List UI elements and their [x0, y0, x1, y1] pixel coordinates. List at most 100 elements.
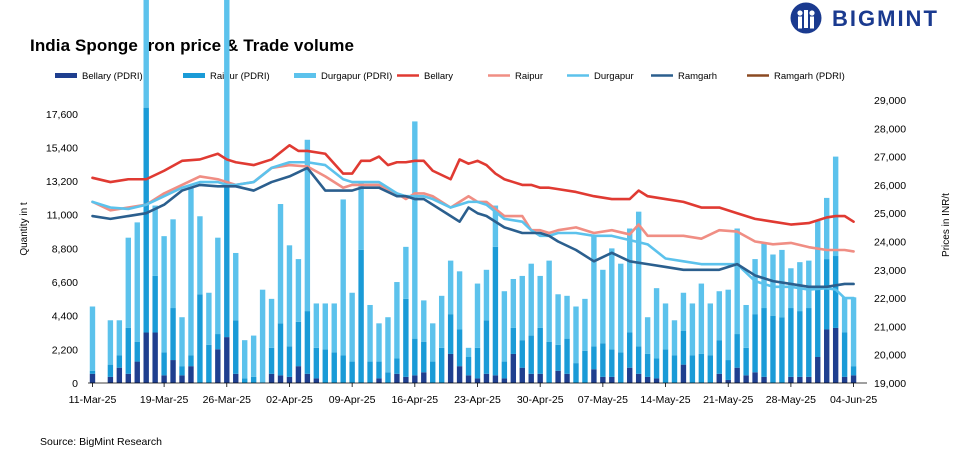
bar-raipur-pdri — [268, 347, 275, 374]
bars-layer — [89, 0, 857, 383]
bar-durgapur-pdri — [331, 303, 337, 353]
bar-durgapur-pdri — [152, 205, 158, 276]
legend-label-raipur: Raipur — [515, 71, 543, 82]
bar-durgapur-pdri — [832, 156, 839, 257]
bar-durgapur-pdri — [555, 294, 561, 345]
bar-bellary-pdri — [600, 376, 606, 383]
bar-raipur-pdri — [188, 355, 194, 367]
bar-durgapur-pdri — [609, 248, 615, 350]
bar-raipur-pdri — [242, 378, 248, 383]
bar-bellary-pdri — [627, 367, 633, 383]
bar-raipur-pdri — [412, 338, 418, 376]
bar-durgapur-pdri — [618, 263, 624, 353]
bar-durgapur-pdri — [474, 283, 481, 348]
y-left-tick-label: 13,200 — [46, 176, 78, 188]
bar-raipur-pdri — [152, 275, 158, 333]
x-tick-label: 11-Mar-25 — [69, 394, 117, 406]
legend-swatch-bellary-pdri — [55, 73, 77, 78]
bar-raipur-pdri — [528, 335, 534, 374]
bar-durgapur-pdri — [403, 246, 409, 299]
bar-raipur-pdri — [546, 341, 552, 383]
bar-bellary-pdri — [680, 364, 687, 383]
bar-durgapur-pdri — [824, 197, 830, 260]
bar-bellary-pdri — [412, 375, 418, 383]
x-tick-label: 14-May-25 — [640, 394, 690, 406]
bar-bellary-pdri — [591, 369, 597, 383]
bar-raipur-pdri — [447, 314, 454, 354]
bar-durgapur-pdri — [215, 237, 221, 335]
bar-raipur-pdri — [752, 314, 758, 373]
bar-raipur-pdri — [707, 355, 713, 383]
bar-bellary-pdri — [644, 376, 651, 383]
bar-bellary-pdri — [456, 366, 463, 383]
x-tick-label: 30-Apr-25 — [517, 394, 564, 406]
bar-durgapur-pdri — [358, 182, 364, 250]
y-right-tick-label: 21,000 — [874, 321, 906, 333]
bar-durgapur-pdri — [107, 320, 114, 365]
y-left-tick-label: 6,600 — [52, 277, 78, 289]
bar-bellary-pdri — [850, 375, 857, 383]
bar-durgapur-pdri — [725, 289, 731, 361]
bar-bellary-pdri — [313, 378, 320, 383]
legend-swatch-durgapur-pdri — [294, 73, 316, 78]
bar-bellary-pdri — [394, 373, 400, 383]
y-left-tick-label: 0 — [72, 378, 78, 390]
bar-bellary-pdri — [465, 375, 472, 383]
x-tick-label: 19-Mar-25 — [140, 394, 189, 406]
bar-bellary-pdri — [510, 353, 517, 383]
bar-raipur-pdri — [367, 361, 373, 383]
bar-durgapur-pdri — [224, 0, 230, 182]
bar-raipur-pdri — [537, 327, 543, 374]
bar-raipur-pdri — [376, 361, 382, 379]
bar-bellary-pdri — [179, 375, 185, 383]
bar-bellary-pdri — [474, 378, 481, 383]
bar-raipur-pdri — [564, 338, 570, 374]
line-bellary — [91, 143, 855, 226]
bar-durgapur-pdri — [170, 219, 176, 309]
bar-raipur-pdri — [832, 256, 839, 328]
x-tick-label: 04-Jun-25 — [830, 394, 877, 406]
bar-raipur-pdri — [689, 355, 696, 383]
bar-durgapur-pdri — [707, 303, 713, 356]
bar-durgapur-pdri — [322, 303, 328, 350]
bar-bellary-pdri — [492, 375, 499, 383]
bar-raipur-pdri — [627, 332, 633, 368]
legend-label-bellary: Bellary — [424, 71, 453, 82]
bar-durgapur-pdri — [627, 228, 633, 333]
bar-durgapur-pdri — [304, 139, 311, 312]
bar-durgapur-pdri — [376, 323, 382, 362]
bar-bellary-pdri — [832, 327, 839, 383]
bar-raipur-pdri — [116, 355, 123, 368]
bar-raipur-pdri — [340, 355, 346, 383]
bar-durgapur-pdri — [367, 304, 373, 362]
bar-bellary-pdri — [537, 373, 543, 383]
bar-durgapur-pdri — [635, 211, 642, 347]
bar-durgapur-pdri — [438, 295, 445, 348]
bar-raipur-pdri — [635, 346, 642, 374]
bar-bellary-pdri — [421, 372, 427, 383]
lines-layer — [91, 143, 855, 300]
bar-bellary-pdri — [161, 375, 167, 383]
bar-durgapur-pdri — [591, 234, 597, 347]
bar-raipur-pdri — [618, 352, 624, 383]
bar-durgapur-pdri — [716, 291, 722, 341]
bar-bellary-pdri — [376, 378, 382, 383]
y-left-tick-label: 2,200 — [52, 344, 78, 356]
y-left-tick-label: 17,600 — [46, 109, 78, 121]
bar-raipur-pdri — [197, 294, 203, 383]
bar-durgapur-pdri — [806, 260, 812, 309]
bar-bellary-pdri — [653, 378, 660, 383]
bar-bellary-pdri — [743, 375, 749, 383]
bar-bellary-pdri — [107, 376, 114, 383]
bar-bellary-pdri — [761, 376, 767, 383]
legend-swatch-raipur-pdri — [183, 73, 205, 78]
bar-bellary-pdri — [815, 356, 821, 383]
y-left-tick-label: 8,800 — [52, 243, 78, 255]
bar-raipur-pdri — [206, 344, 212, 383]
bar-raipur-pdri — [233, 320, 239, 374]
y-right-tick-label: 23,000 — [874, 265, 906, 277]
y-left-tick-label: 4,400 — [52, 311, 78, 323]
line-durgapur — [91, 160, 855, 300]
axes-layer: 0 2,200 4,400 6,600 8,800 11,000 13,200 15,400 1… — [46, 95, 906, 406]
